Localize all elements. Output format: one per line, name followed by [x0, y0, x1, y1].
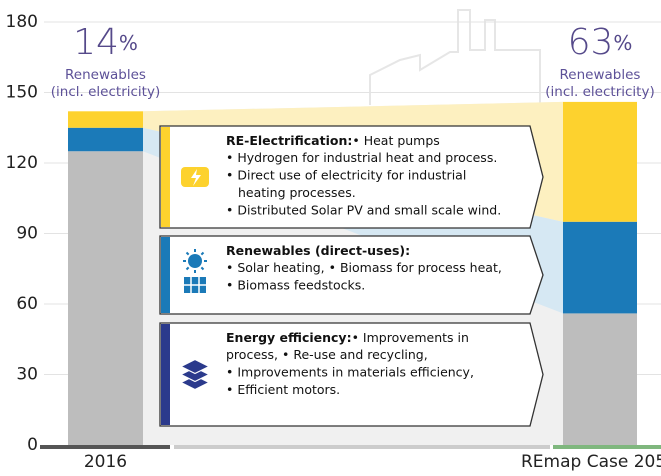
y-tick-label: 0: [27, 435, 38, 455]
box-line: • Direct use of electricity for industri…: [226, 168, 466, 183]
share-caption: (incl. electricity): [545, 84, 654, 100]
x-tick-label: 2016: [84, 452, 127, 472]
bar-segment: [563, 313, 637, 445]
box-title: RE-Electrification:: [226, 133, 352, 148]
chart: 0 30 60 90 120 150 180 2016 REmap Case 2050 14% Re…: [0, 0, 661, 472]
box-title-tail: • Heat pumps: [352, 133, 439, 148]
callout-strip: [161, 237, 170, 313]
y-tick-label: 90: [16, 224, 38, 244]
box-line: • Improvements in materials efficiency,: [226, 365, 474, 380]
y-tick-label: 30: [16, 365, 38, 385]
y-tick-label: 120: [6, 153, 38, 173]
share-caption: Renewables: [65, 67, 146, 83]
bar-segment: [563, 102, 637, 222]
callout-strip: [161, 127, 170, 227]
share-unit: %: [119, 31, 138, 55]
share-number: 63: [568, 22, 614, 63]
box-line: • Distributed Solar PV and small scale w…: [226, 203, 501, 218]
box-title-line: Energy efficiency:• Improvements in: [226, 330, 469, 345]
share-unit: %: [613, 31, 632, 55]
y-tick-label: 180: [6, 12, 38, 32]
share-label: 63%: [568, 22, 633, 63]
x-tick-label: REmap Case 2050: [521, 452, 661, 472]
y-tick-label: 150: [6, 83, 38, 103]
box-title: Renewables (direct-uses):: [226, 243, 410, 258]
box-line: • Biomass feedstocks.: [226, 278, 365, 293]
share-caption: (incl. electricity): [51, 84, 160, 100]
callout-strip: [161, 324, 170, 425]
box-line: • Solar heating, • Biomass for process h…: [226, 260, 502, 275]
box-line: heating processes.: [238, 185, 356, 200]
bar-segment: [563, 222, 637, 314]
y-tick-label: 60: [16, 294, 38, 314]
box-title-tail: • Improvements in: [352, 330, 469, 345]
share-caption: Renewables: [560, 67, 641, 83]
box-line: process, • Re-use and recycling,: [226, 347, 428, 362]
share-number: 14: [73, 22, 119, 63]
share-label: 14%: [73, 22, 138, 63]
box-line: • Efficient motors.: [226, 382, 340, 397]
bar-segment: [68, 111, 143, 127]
box-title-line: Renewables (direct-uses):: [226, 243, 410, 258]
box-line: • Hydrogen for industrial heat and proce…: [226, 150, 497, 165]
bar-segment: [68, 151, 143, 445]
box-title: Energy efficiency:: [226, 330, 352, 345]
factory-outline: [370, 10, 540, 105]
box-title-line: RE-Electrification:• Heat pumps: [226, 133, 440, 148]
icon: [188, 254, 202, 268]
bar-segment: [68, 128, 143, 152]
